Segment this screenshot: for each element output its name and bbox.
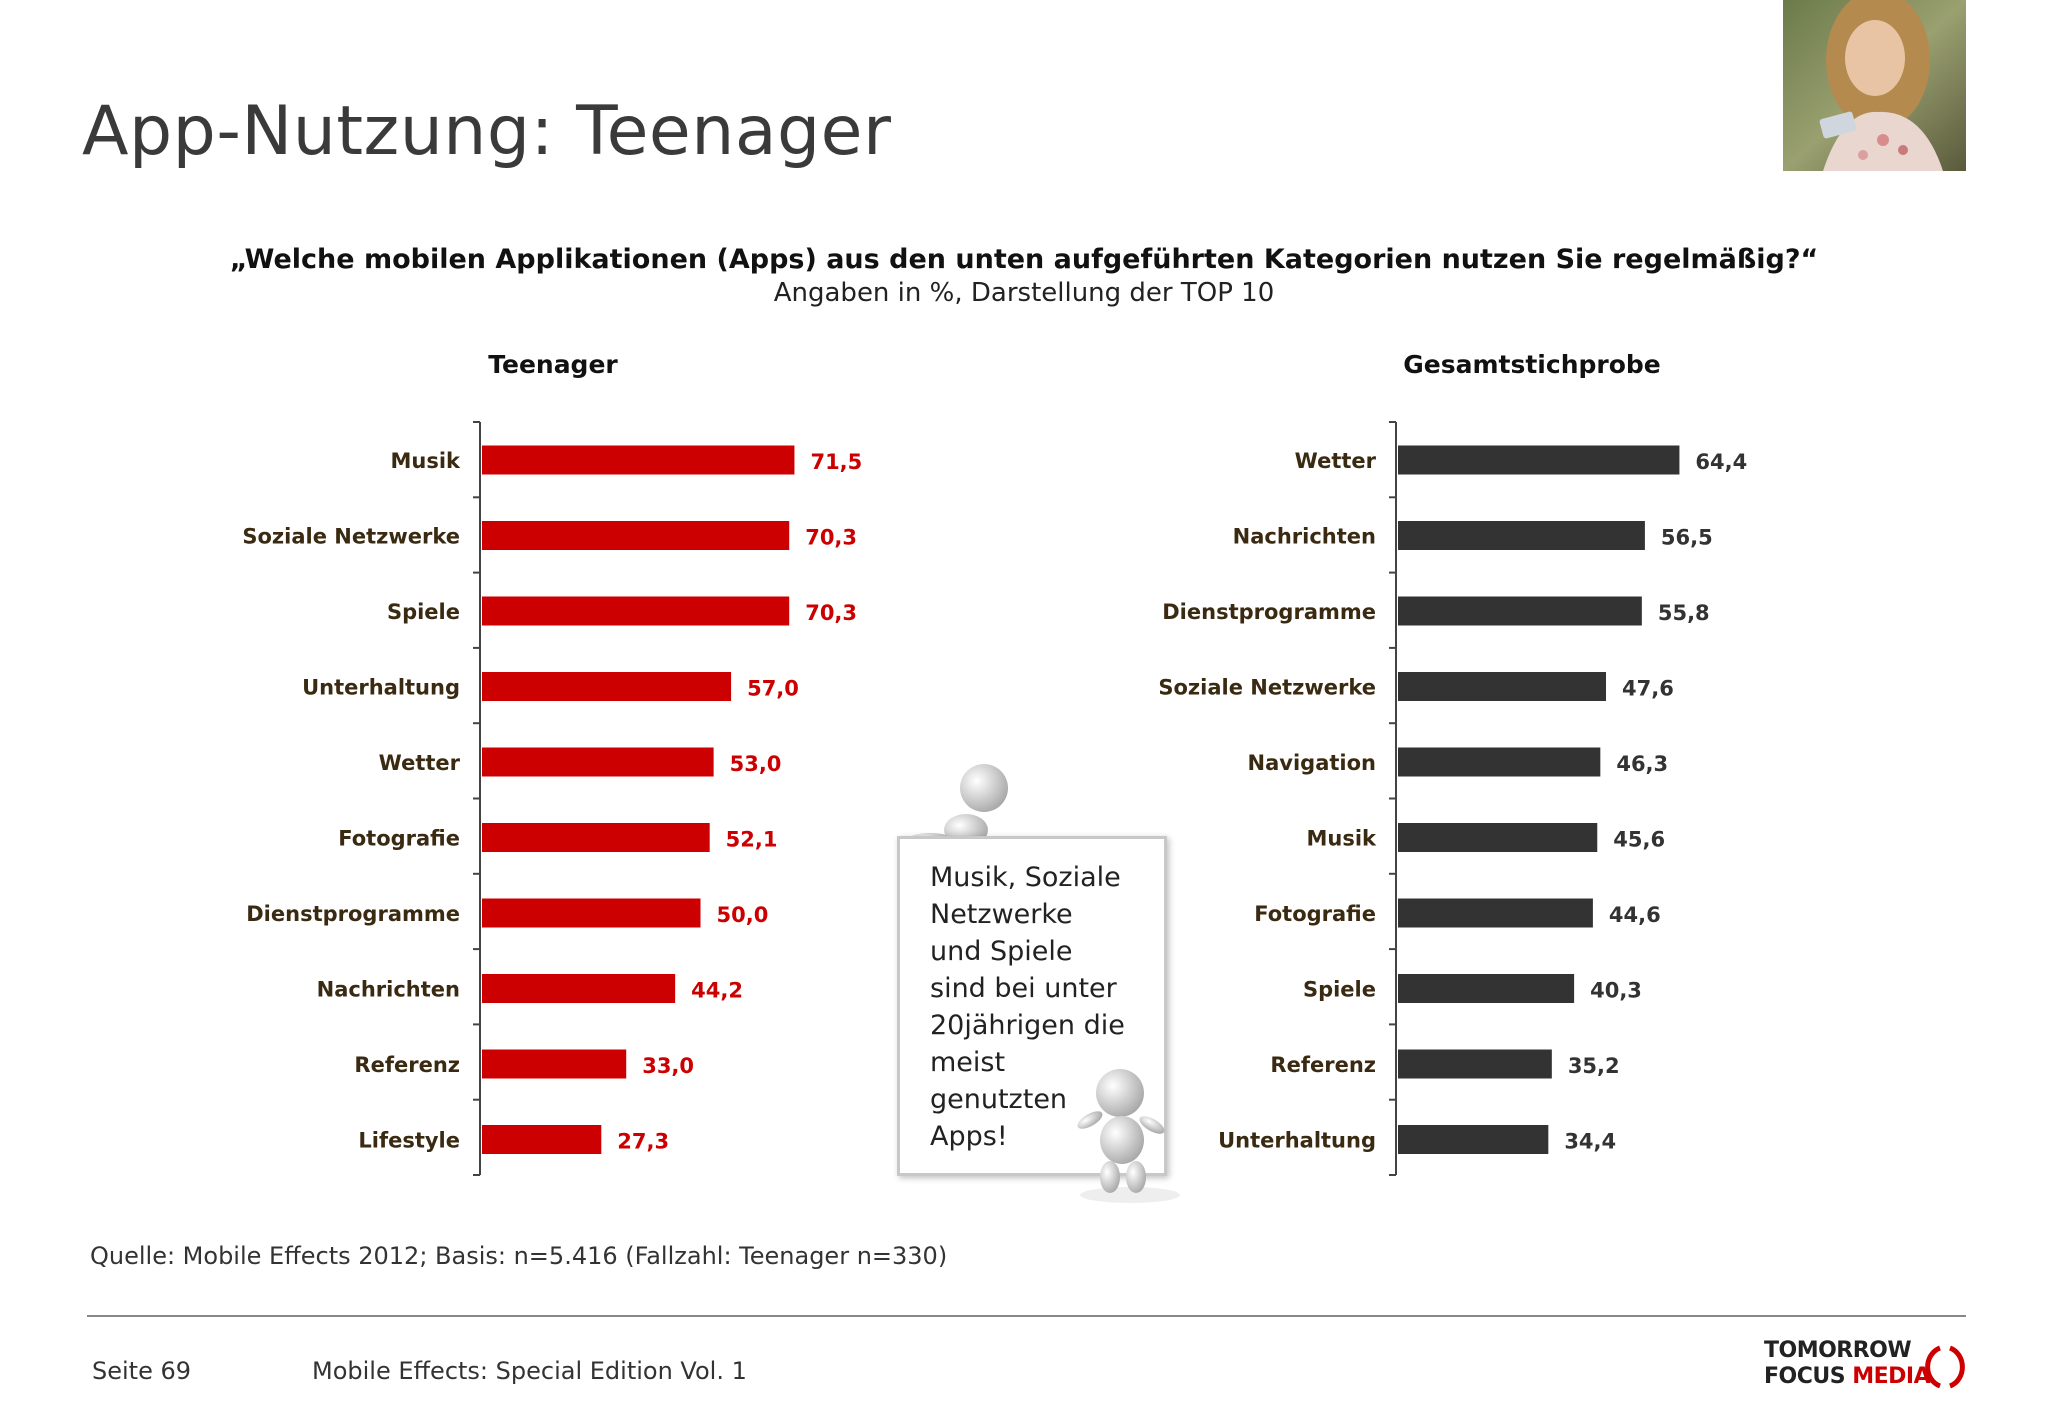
footer-divider xyxy=(87,1315,1966,1317)
teen-value-label: 33,0 xyxy=(642,1054,694,1078)
total-value-label: 64,4 xyxy=(1695,450,1747,474)
teen-value-label: 70,3 xyxy=(805,601,857,625)
total-bar xyxy=(1398,1125,1549,1154)
teen-value-label: 52,1 xyxy=(726,828,778,852)
total-value-label: 56,5 xyxy=(1661,526,1713,550)
teen-category-label: Dienstprogramme xyxy=(246,902,460,926)
total-sample-bar-chart: Gesamtstichprobe Wetter 64,4 Nachrichten 56,… xyxy=(1158,350,1747,1176)
teen-bar xyxy=(482,672,732,701)
total-category-label: Nachrichten xyxy=(1233,525,1376,549)
teen-value-label: 57,0 xyxy=(747,677,799,701)
teen-value-label: 71,5 xyxy=(810,450,862,474)
teen-category-label: Fotografie xyxy=(338,827,460,851)
total-bar xyxy=(1398,898,1593,928)
note-text: Musik, Soziale Netzwerke und Spiele sind… xyxy=(930,862,1125,1152)
total-category-label: Spiele xyxy=(1303,978,1376,1002)
teen-value-label: 70,3 xyxy=(805,526,857,550)
teen-category-label: Lifestyle xyxy=(358,1129,460,1153)
source-note: Quelle: Mobile Effects 2012; Basis: n=5.… xyxy=(90,1242,948,1270)
teen-category-label: Spiele xyxy=(387,600,460,624)
page-title: App-Nutzung: Teenager xyxy=(82,92,892,171)
teen-bar xyxy=(482,747,714,777)
total-value-label: 45,6 xyxy=(1613,828,1665,852)
total-value-label: 34,4 xyxy=(1564,1130,1616,1154)
total-value-label: 44,6 xyxy=(1609,903,1661,927)
teenager-bar-chart: Teenager Musik 71,5 Soziale Netzwerke 70,3 Sp… xyxy=(242,350,862,1176)
teen-bar xyxy=(482,521,790,550)
total-bar xyxy=(1398,672,1607,701)
total-category-label: Referenz xyxy=(1270,1053,1376,1077)
total-category-label: Musik xyxy=(1306,827,1377,851)
total-value-label: 35,2 xyxy=(1568,1054,1620,1078)
teen-category-label: Wetter xyxy=(379,751,461,775)
total-category-label: Dienstprogramme xyxy=(1162,600,1376,624)
page-number: Seite 69 xyxy=(92,1357,192,1385)
teen-value-label: 53,0 xyxy=(730,752,782,776)
teen-bar xyxy=(482,898,701,928)
logo-circle-mark xyxy=(1925,1345,1965,1389)
teen-bar xyxy=(482,974,676,1003)
total-value-label: 47,6 xyxy=(1622,677,1674,701)
teen-chart-title: Teenager xyxy=(488,350,618,379)
teen-photo-image xyxy=(1783,0,1966,171)
teen-value-label: 44,2 xyxy=(691,979,743,1003)
teen-bar xyxy=(482,1125,602,1154)
teen-bar xyxy=(482,1049,627,1079)
survey-question: „Welche mobilen Applikationen (Apps) aus… xyxy=(229,244,1819,275)
teen-category-label: Soziale Netzwerke xyxy=(242,525,460,549)
chart-subtitle: Angaben in %, Darstellung der TOP 10 xyxy=(773,278,1275,308)
total-bar xyxy=(1398,974,1575,1003)
teen-category-label: Unterhaltung xyxy=(302,676,460,700)
teen-value-label: 50,0 xyxy=(717,903,769,927)
total-category-label: Fotografie xyxy=(1254,902,1376,926)
total-bar xyxy=(1398,823,1598,852)
total-chart-title: Gesamtstichprobe xyxy=(1403,350,1661,379)
publication-title: Mobile Effects: Special Edition Vol. 1 xyxy=(312,1357,747,1385)
mascot-bottom-figure xyxy=(1077,1069,1180,1203)
teen-category-label: Nachrichten xyxy=(317,978,460,1002)
total-category-label: Wetter xyxy=(1295,449,1377,473)
total-bar xyxy=(1398,445,1680,475)
tomorrow-focus-media-logo: TOMORROW FOCUS MEDIA xyxy=(1764,1338,1974,1394)
total-category-label: Soziale Netzwerke xyxy=(1158,676,1376,700)
total-value-label: 46,3 xyxy=(1616,752,1668,776)
teen-bar xyxy=(482,596,790,626)
teen-bar xyxy=(482,823,710,852)
teen-bar xyxy=(482,445,795,475)
total-value-label: 55,8 xyxy=(1658,601,1710,625)
total-bar xyxy=(1398,521,1645,550)
total-bar xyxy=(1398,596,1642,626)
total-bar xyxy=(1398,747,1601,777)
total-category-label: Navigation xyxy=(1248,751,1376,775)
total-category-label: Unterhaltung xyxy=(1218,1129,1376,1153)
teen-category-label: Musik xyxy=(390,449,461,473)
teen-category-label: Referenz xyxy=(354,1053,460,1077)
teen-value-label: 27,3 xyxy=(617,1130,669,1154)
total-value-label: 40,3 xyxy=(1590,979,1642,1003)
total-bar xyxy=(1398,1049,1552,1079)
